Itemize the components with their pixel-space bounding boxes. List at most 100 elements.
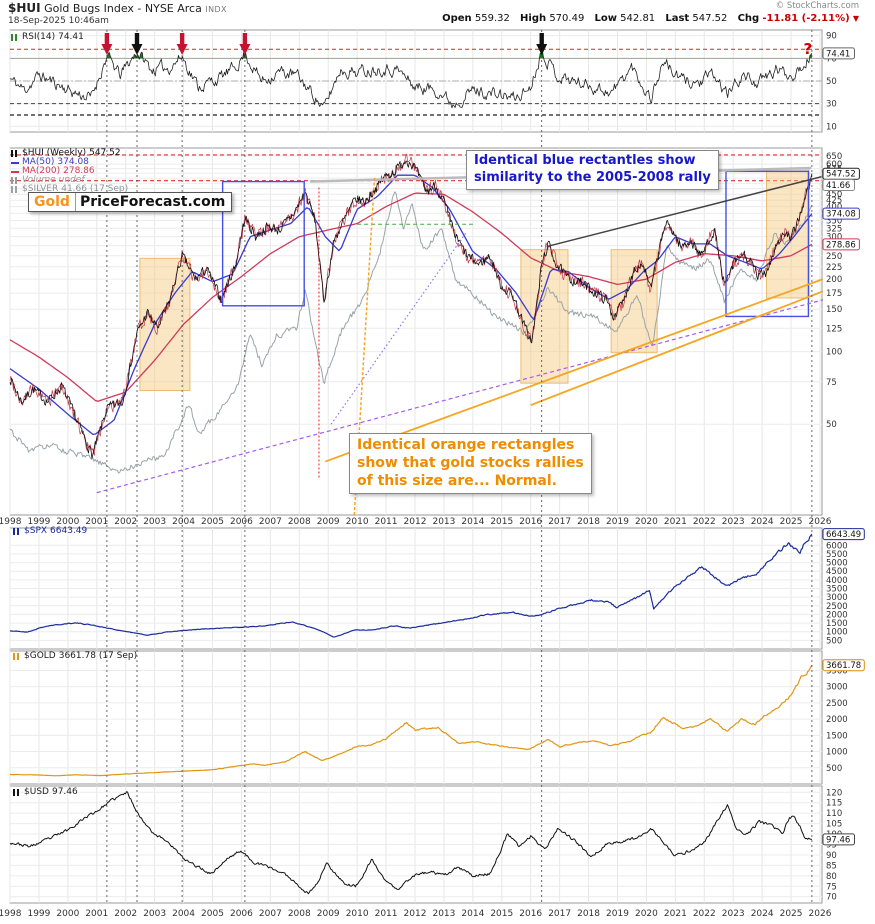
- axis-tick-label: 1500: [826, 731, 848, 741]
- highlight-rect: [725, 170, 810, 318]
- year-label: 2010: [346, 517, 369, 527]
- year-label: 2004: [172, 517, 195, 527]
- axis-tick-label: 600: [826, 160, 842, 170]
- blue-note-line2: similarity to the 2005-2008 rally: [474, 169, 711, 185]
- highlight-rect: [221, 180, 305, 307]
- logo-left: Gold: [29, 193, 76, 211]
- rsi-legend-value: 74.41: [58, 32, 84, 42]
- svg-text:278.86: 278.86: [826, 240, 856, 250]
- axis-tick-label: 5000: [826, 559, 848, 569]
- axis-tick-label: 50: [826, 420, 837, 430]
- year-label: 1999: [27, 909, 50, 919]
- year-label: 2005: [201, 517, 224, 527]
- axis-tick-label: 4500: [826, 567, 848, 577]
- price-tag: 374.08: [822, 207, 860, 220]
- year-label: 2011: [375, 909, 398, 919]
- year-label: 2019: [606, 517, 629, 527]
- price-tag: 41.66: [822, 179, 855, 191]
- year-label: 2016: [519, 909, 542, 919]
- year-label: 2021: [664, 517, 687, 527]
- year-label: 2017: [548, 909, 571, 919]
- silver-legend: $SILVER 41.66 (17 Sep): [11, 185, 128, 194]
- year-label: 2016: [519, 517, 542, 527]
- year-label: 2007: [259, 909, 282, 919]
- axis-tick-label: 6000: [826, 541, 848, 551]
- axis-tick-label: 90: [826, 851, 837, 861]
- axis-tick-label: 1000: [826, 628, 848, 638]
- axis-tick-label: 110: [826, 809, 842, 819]
- usd-legend-label: $USD: [24, 787, 49, 797]
- axis-tick-label: 3000: [826, 683, 848, 693]
- orange-note-line2: show that gold stocks rallies: [357, 455, 584, 472]
- year-label: 2007: [259, 517, 282, 527]
- down-arrow-icon: [131, 33, 143, 55]
- hui-legend-value: 547.52: [89, 148, 121, 158]
- year-label: 2005: [201, 909, 224, 919]
- volume-bars-icon: [11, 177, 19, 184]
- down-arrow-icon: [101, 33, 113, 55]
- price-tag: 547.52: [822, 167, 860, 180]
- svg-text:3661.78: 3661.78: [826, 661, 861, 671]
- axis-tick-label: 425: [826, 196, 842, 206]
- axis-tick-label: 2500: [826, 602, 848, 612]
- year-label: 2024: [751, 517, 774, 527]
- svg-text:97.46: 97.46: [826, 835, 850, 845]
- axis-tick-label: 5500: [826, 550, 848, 560]
- axis-tick-label: 75: [826, 882, 837, 892]
- spx-candle-icon: [13, 528, 21, 535]
- axis-tick-label: 150: [826, 305, 842, 315]
- last-label: Last: [665, 13, 690, 24]
- year-label: 2025: [780, 517, 803, 527]
- high-value: 570.49: [549, 13, 585, 24]
- axis-tick-label: 2000: [826, 610, 848, 620]
- exchange-label: INDX: [205, 5, 227, 14]
- ma200-line-icon: [11, 170, 19, 173]
- series-$USD: [9, 791, 812, 895]
- silver-candle-icon: [11, 186, 19, 193]
- volume-legend-label: Volume: [22, 175, 56, 185]
- ma50-legend-value: 374.08: [57, 157, 89, 167]
- axis-tick-label: 225: [826, 263, 842, 273]
- axis-tick-label: 70: [826, 893, 837, 903]
- hui-legend-label: $HUI (Weekly): [22, 148, 87, 158]
- highlight-rect: [610, 249, 658, 354]
- year-label: 2022: [693, 517, 716, 527]
- axis-tick-label: 1000: [826, 748, 848, 758]
- year-label: 2010: [346, 909, 369, 919]
- series-$GOLD: [9, 664, 813, 777]
- volume-legend-value: undef: [58, 175, 85, 185]
- axis-tick-label: 400: [826, 203, 842, 213]
- year-label: 2008: [288, 517, 311, 527]
- trend-line: [546, 175, 822, 248]
- axis-tick-label: 125: [826, 324, 842, 334]
- ma50-legend: MA(50) 374.08: [11, 158, 89, 167]
- chart-datetime: 18-Sep-2025 10:46am: [8, 16, 109, 26]
- axis-tick-label: 3500: [826, 585, 848, 595]
- year-label: 2012: [404, 909, 427, 919]
- year-label: 2011: [375, 517, 398, 527]
- orange-rectangles-note: Identical orange rectangles show that go…: [349, 433, 592, 494]
- chart-header: $HUI Gold Bugs Index - NYSE Arca INDX: [8, 1, 227, 15]
- axis-tick-label: 80: [826, 872, 837, 882]
- chg-dropdown-icon[interactable]: ▼: [852, 14, 859, 23]
- rsi-legend-label: RSI(14): [22, 32, 56, 42]
- year-label: 2025: [780, 909, 803, 919]
- spx-legend-value: 6643.49: [50, 526, 88, 536]
- year-label: 2018: [577, 909, 600, 919]
- year-label: 2021: [664, 909, 687, 919]
- year-label: 2001: [85, 517, 108, 527]
- year-label: 2002: [114, 517, 137, 527]
- axis-tick-label: 350: [826, 217, 842, 227]
- series-RSI(14): [9, 49, 813, 109]
- quote-bar: Open 559.32 High 570.49 Low 542.81 Last …: [435, 13, 859, 24]
- axis-tick-label: 95: [826, 841, 837, 851]
- svg-text:41.66: 41.66: [826, 181, 850, 191]
- hui-candle-icon: [11, 150, 19, 157]
- year-label: 2006: [230, 909, 253, 919]
- axis-tick-label: 3500: [826, 666, 848, 676]
- site-logo: Gold PriceForecast.com: [28, 192, 233, 212]
- silver-legend-label: $SILVER: [22, 184, 59, 194]
- axis-tick-label: 100: [826, 348, 842, 358]
- symbol-name: Gold Bugs Index - NYSE Arca: [44, 2, 202, 15]
